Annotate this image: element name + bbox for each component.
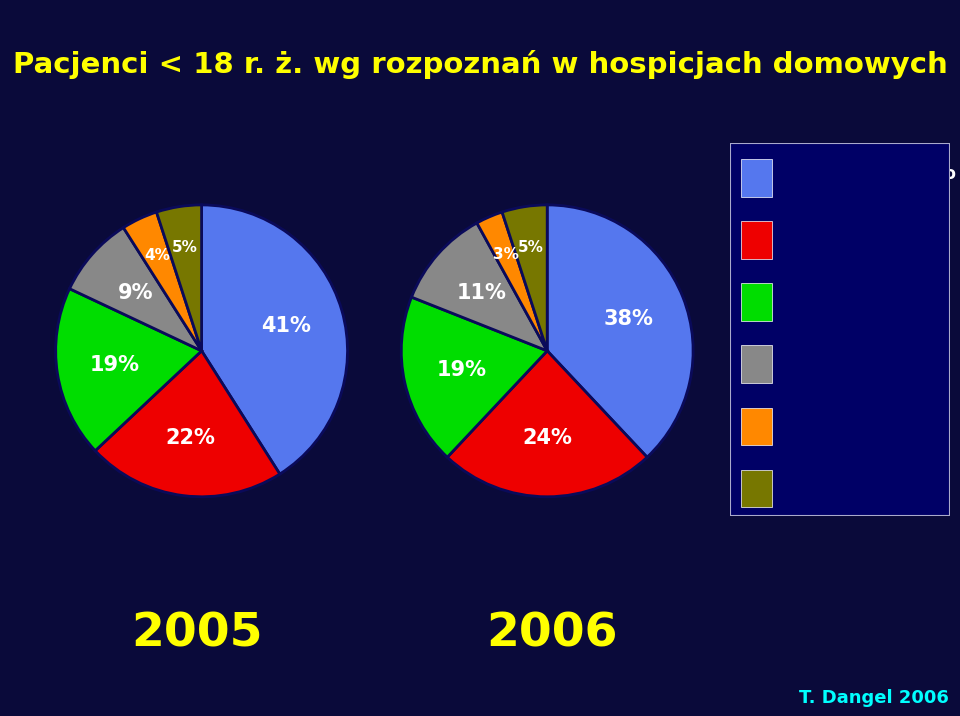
Text: 2005: 2005 [132,611,262,656]
Wedge shape [56,289,202,451]
Wedge shape [547,205,693,458]
FancyBboxPatch shape [741,470,772,507]
Text: 19%: 19% [437,360,487,380]
Text: Nowotwory: Nowotwory [782,227,889,246]
Text: 4%: 4% [144,248,170,263]
Text: 11%: 11% [457,283,507,303]
Text: Pozostałe: Pozostałe [782,475,874,493]
Text: 2006: 2006 [487,611,617,656]
FancyBboxPatch shape [741,407,772,445]
Text: T. Dangel 2006: T. Dangel 2006 [799,690,948,707]
Text: 5%: 5% [172,240,198,255]
Text: Wady i aberr.chr.: Wady i aberr.chr. [782,289,940,307]
Wedge shape [156,205,202,351]
Text: Okółoporodowe: Okółoporodowe [782,413,929,432]
FancyBboxPatch shape [730,143,950,516]
Text: 9%: 9% [118,283,154,303]
Text: 19%: 19% [90,354,140,374]
Text: 41%: 41% [261,316,311,337]
Text: Ch.ukł.nerwowego: Ch.ukł.nerwowego [782,165,956,183]
Text: Pacjenci < 18 r. ż. wg rozpoznań w hospicjach domowych: Pacjenci < 18 r. ż. wg rozpoznań w hospi… [12,50,948,79]
Wedge shape [95,351,279,497]
FancyBboxPatch shape [741,284,772,321]
FancyBboxPatch shape [741,160,772,197]
Text: 3%: 3% [492,247,518,262]
FancyBboxPatch shape [741,346,772,383]
Text: 38%: 38% [604,309,654,329]
Wedge shape [412,223,547,351]
Text: 22%: 22% [166,427,216,448]
Text: 5%: 5% [517,240,543,255]
Text: 24%: 24% [522,428,572,448]
Wedge shape [447,351,647,497]
Wedge shape [69,228,202,351]
Wedge shape [477,212,547,351]
Wedge shape [401,297,547,458]
Wedge shape [502,205,547,351]
Text: Ch.metaboliczne: Ch.metaboliczne [782,352,938,369]
FancyBboxPatch shape [741,221,772,258]
Wedge shape [124,212,202,351]
Wedge shape [202,205,348,474]
